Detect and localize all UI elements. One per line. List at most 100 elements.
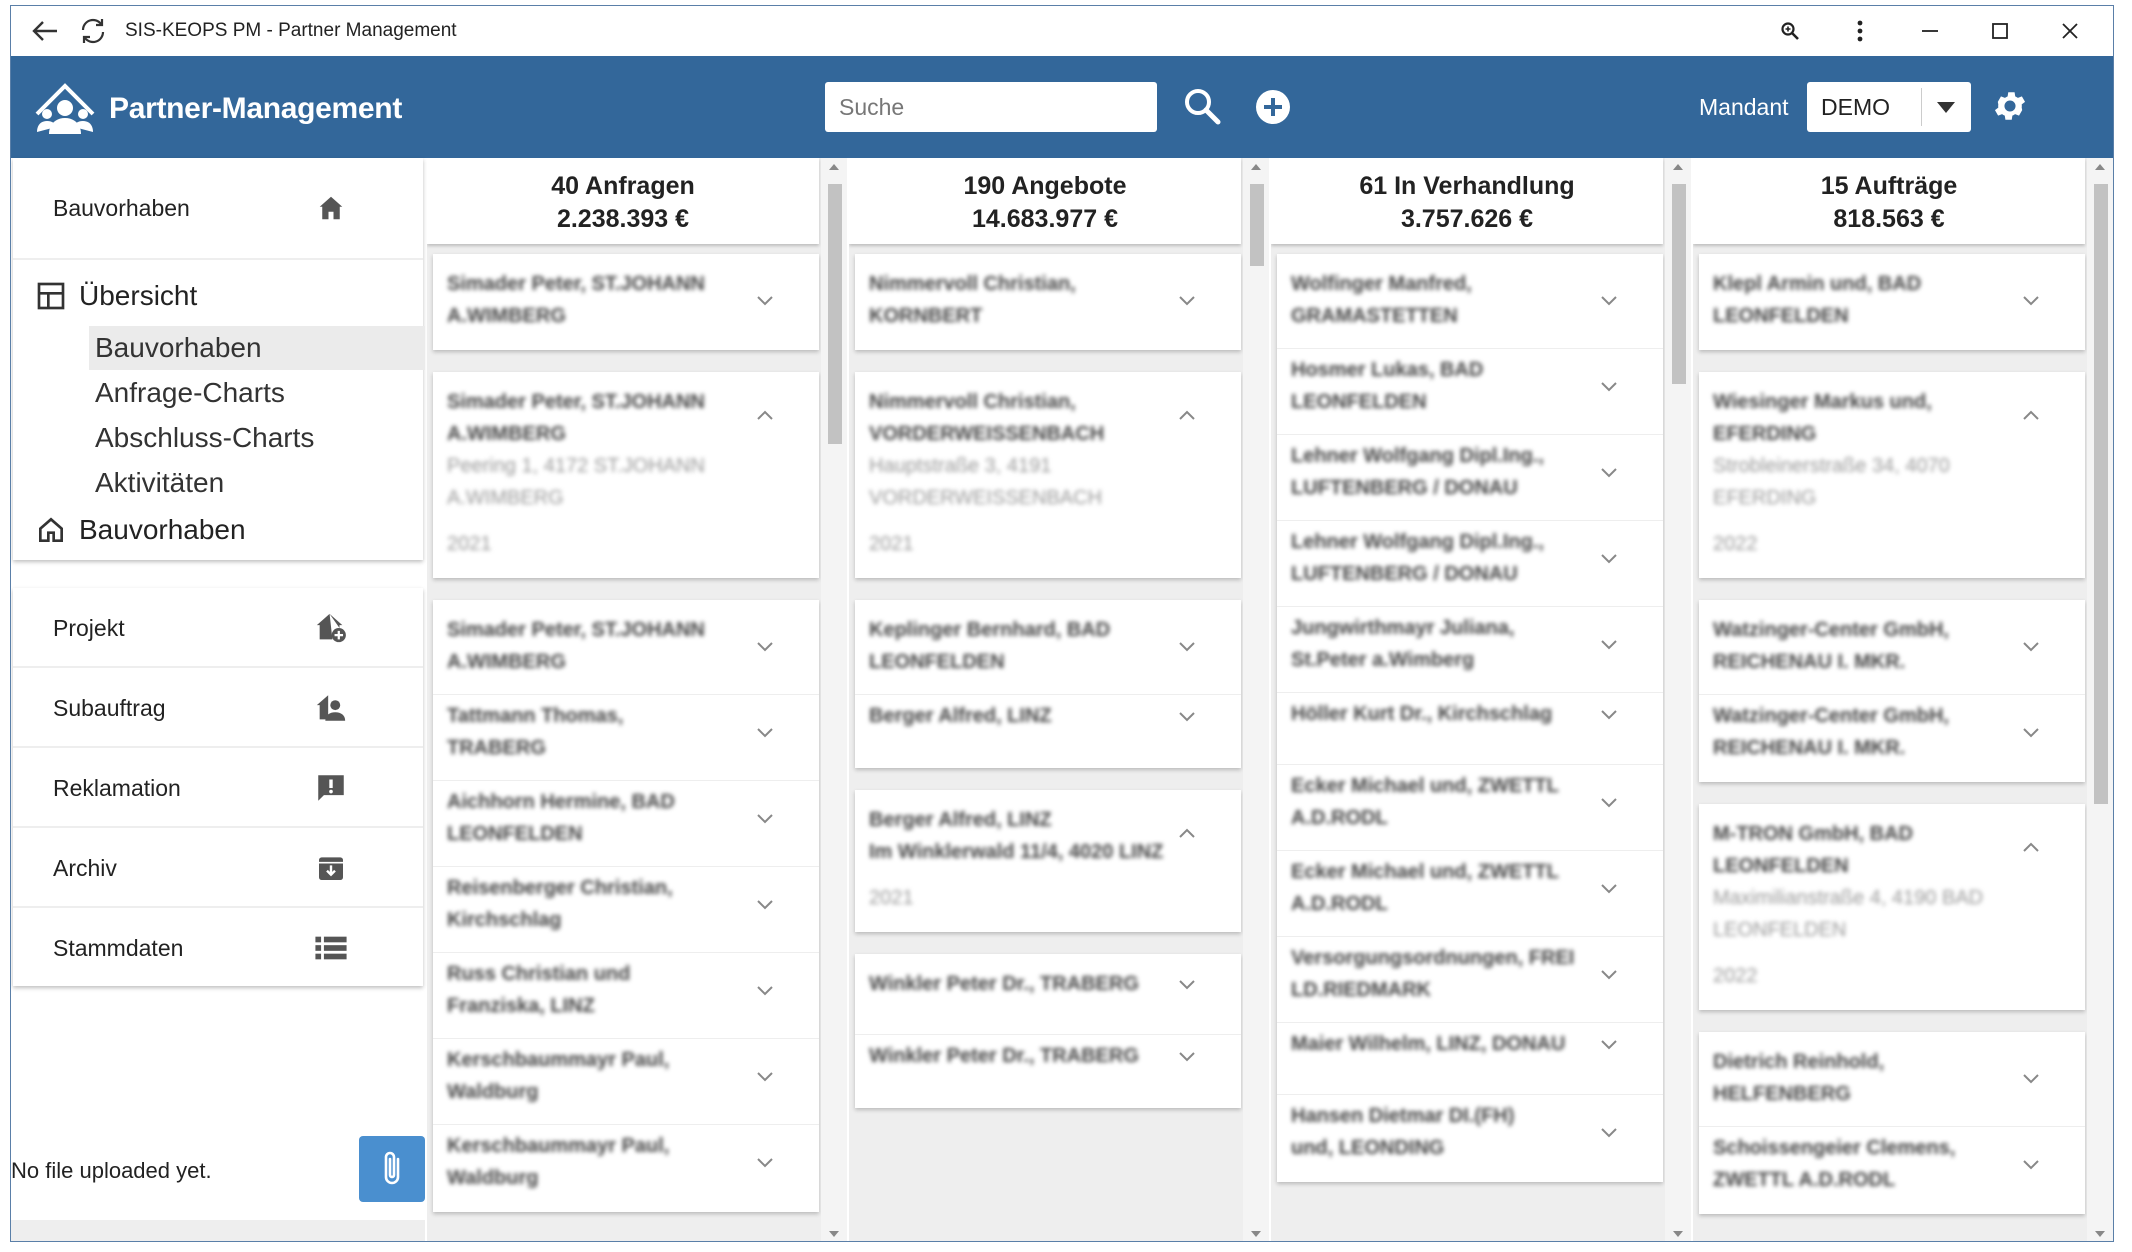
partner-card[interactable]: Wolfinger Manfred, GRAMASTETTEN Hosmer Luk… xyxy=(1277,254,1663,1182)
chevron-down-icon[interactable] xyxy=(1599,1126,1619,1140)
zoom-icon[interactable] xyxy=(1767,8,1813,54)
scroll-up-icon[interactable] xyxy=(829,164,839,170)
chevron-down-icon[interactable] xyxy=(1599,968,1619,982)
minimize-icon[interactable] xyxy=(1907,8,1953,54)
partner-card[interactable]: Watzinger-Center GmbH, REICHENAU I. MKR. W… xyxy=(1699,600,2085,782)
chevron-down-icon[interactable] xyxy=(2021,1158,2041,1172)
partner-card[interactable]: Simader Peter, ST.JOHANN A.WIMBERG xyxy=(433,254,819,350)
scroll-up-icon[interactable] xyxy=(2095,164,2105,170)
back-arrow-icon[interactable] xyxy=(25,11,65,51)
partner-entry-line: Ecker Michael und, ZWETTL xyxy=(1291,775,1559,797)
tree-header-uebersicht[interactable]: Übersicht xyxy=(35,280,197,312)
chevron-down-icon[interactable] xyxy=(1599,466,1619,480)
partner-card[interactable]: Dietrich Reinhold, HELFENBERG Schoissengei… xyxy=(1699,1032,2085,1214)
attach-file-button[interactable] xyxy=(359,1136,425,1202)
partner-entry-line: Dietrich Reinhold, xyxy=(1713,1051,1885,1073)
scroll-down-icon[interactable] xyxy=(2095,1231,2105,1237)
chevron-down-icon[interactable] xyxy=(1177,978,1197,992)
chevron-up-icon[interactable] xyxy=(2021,840,2041,854)
add-circle-icon[interactable] xyxy=(1251,85,1295,129)
partner-entry-text: Nimmervoll Christian, VORDERWEISSENBACH Ha… xyxy=(869,386,1179,560)
chevron-up-icon[interactable] xyxy=(1177,826,1197,840)
column-scrollbar[interactable] xyxy=(821,158,847,1241)
partner-card[interactable]: M-TRON GmbH, BAD LEONFELDEN Maximilianstra… xyxy=(1699,804,2085,1010)
chevron-up-icon[interactable] xyxy=(755,408,775,422)
chevron-down-icon[interactable] xyxy=(2021,640,2041,654)
scroll-down-icon[interactable] xyxy=(829,1231,839,1237)
entry-divider xyxy=(433,1124,819,1125)
chevron-down-icon[interactable] xyxy=(755,812,775,826)
partner-card[interactable]: Simader Peter, ST.JOHANN A.WIMBERG Tattman… xyxy=(433,600,819,1212)
chevron-down-icon[interactable] xyxy=(1599,708,1619,722)
tree-item-bauvorhaben[interactable]: Bauvorhaben xyxy=(95,332,262,363)
chevron-down-icon[interactable] xyxy=(1599,638,1619,652)
scroll-down-icon[interactable] xyxy=(1251,1231,1261,1237)
scrollbar-thumb[interactable] xyxy=(828,184,842,444)
chevron-down-icon[interactable] xyxy=(1177,1050,1197,1064)
chevron-down-icon[interactable] xyxy=(1599,552,1619,566)
chevron-down-icon[interactable] xyxy=(755,898,775,912)
refresh-icon[interactable] xyxy=(73,11,113,51)
mandant-select[interactable]: DEMO xyxy=(1807,82,1971,132)
partner-card[interactable]: Simader Peter, ST.JOHANN A.WIMBERG Peering… xyxy=(433,372,819,578)
chevron-down-icon[interactable] xyxy=(1599,796,1619,810)
scroll-up-icon[interactable] xyxy=(1673,164,1683,170)
chevron-down-icon[interactable] xyxy=(1177,294,1197,308)
chevron-down-icon[interactable] xyxy=(1599,882,1619,896)
partner-card[interactable]: Wiesinger Markus und, EFERDING Strobleiner… xyxy=(1699,372,2085,578)
gear-icon[interactable] xyxy=(1987,83,2033,129)
chevron-up-icon[interactable] xyxy=(1177,408,1197,422)
partner-card[interactable]: Winkler Peter Dr., TRABERG Winkler Peter … xyxy=(855,954,1241,1108)
scroll-down-icon[interactable] xyxy=(1673,1231,1683,1237)
chevron-up-icon[interactable] xyxy=(2021,408,2041,422)
scrollbar-thumb[interactable] xyxy=(1250,184,1264,266)
chevron-down-icon[interactable] xyxy=(755,726,775,740)
chevron-down-icon[interactable] xyxy=(755,984,775,998)
column-scrollbar[interactable] xyxy=(1665,158,1691,1241)
maximize-icon[interactable] xyxy=(1977,8,2023,54)
brand-title: Partner-Management xyxy=(109,92,403,125)
sidebar-item-reklamation[interactable]: Reklamation xyxy=(13,750,423,826)
search-input[interactable] xyxy=(825,82,1157,132)
chevron-down-icon[interactable] xyxy=(1599,294,1619,308)
tree-item-anfrage-charts[interactable]: Anfrage-Charts xyxy=(95,377,285,408)
chevron-down-icon[interactable] xyxy=(755,1156,775,1170)
chevron-down-icon[interactable] xyxy=(1599,380,1619,394)
tree-item-abschluss-charts[interactable]: Abschluss-Charts xyxy=(95,422,315,453)
chevron-down-icon[interactable] xyxy=(2021,294,2041,308)
chevron-down-icon[interactable] xyxy=(1177,640,1197,654)
sidebar-item-bauvorhaben-top[interactable]: Bauvorhaben xyxy=(13,170,423,246)
partner-entry-text: Jungwirthmayr Juliana, St.Peter a.Wimberg xyxy=(1291,612,1601,676)
tree-footer-bauvorhaben[interactable]: Bauvorhaben xyxy=(35,514,246,546)
partner-entry-line: Aichhorn Hermine, BAD xyxy=(447,791,675,813)
search-icon[interactable] xyxy=(1179,83,1225,129)
partner-card[interactable]: Klepl Armin und, BAD LEONFELDEN xyxy=(1699,254,2085,350)
partner-entry-text: Watzinger-Center GmbH, REICHENAU I. MKR. xyxy=(1713,614,2023,678)
more-vert-icon[interactable] xyxy=(1837,8,1883,54)
partner-entry-line: 2022 xyxy=(1713,533,1758,555)
chevron-down-icon[interactable] xyxy=(2021,1072,2041,1086)
chevron-down-icon[interactable] xyxy=(1937,102,1955,113)
chevron-down-icon[interactable] xyxy=(1177,710,1197,724)
sidebar-bottom-strip xyxy=(11,1220,425,1241)
chevron-down-icon[interactable] xyxy=(755,1070,775,1084)
partner-card[interactable]: Berger Alfred, LINZ Im Winklerwald 11/4, … xyxy=(855,790,1241,932)
chevron-down-icon[interactable] xyxy=(755,640,775,654)
partner-card[interactable]: Nimmervoll Christian, KORNBERT xyxy=(855,254,1241,350)
partner-card[interactable]: Keplinger Bernhard, BAD LEONFELDEN Berger … xyxy=(855,600,1241,768)
column-scrollbar[interactable] xyxy=(2087,158,2113,1241)
chevron-down-icon[interactable] xyxy=(2021,726,2041,740)
sidebar-item-subauftrag[interactable]: Subauftrag xyxy=(13,670,423,746)
partner-card[interactable]: Nimmervoll Christian, VORDERWEISSENBACH Ha… xyxy=(855,372,1241,578)
chevron-down-icon[interactable] xyxy=(755,294,775,308)
chevron-down-icon[interactable] xyxy=(1599,1038,1619,1052)
tree-item-aktivitaeten[interactable]: Aktivitäten xyxy=(95,467,225,498)
sidebar-item-stammdaten[interactable]: Stammdaten xyxy=(13,910,423,986)
scrollbar-thumb[interactable] xyxy=(2094,184,2108,804)
column-scrollbar[interactable] xyxy=(1243,158,1269,1241)
sidebar-item-projekt[interactable]: Projekt xyxy=(13,590,423,666)
sidebar-item-archiv[interactable]: Archiv xyxy=(13,830,423,906)
close-icon[interactable] xyxy=(2047,8,2093,54)
scrollbar-thumb[interactable] xyxy=(1672,184,1686,384)
scroll-up-icon[interactable] xyxy=(1251,164,1261,170)
